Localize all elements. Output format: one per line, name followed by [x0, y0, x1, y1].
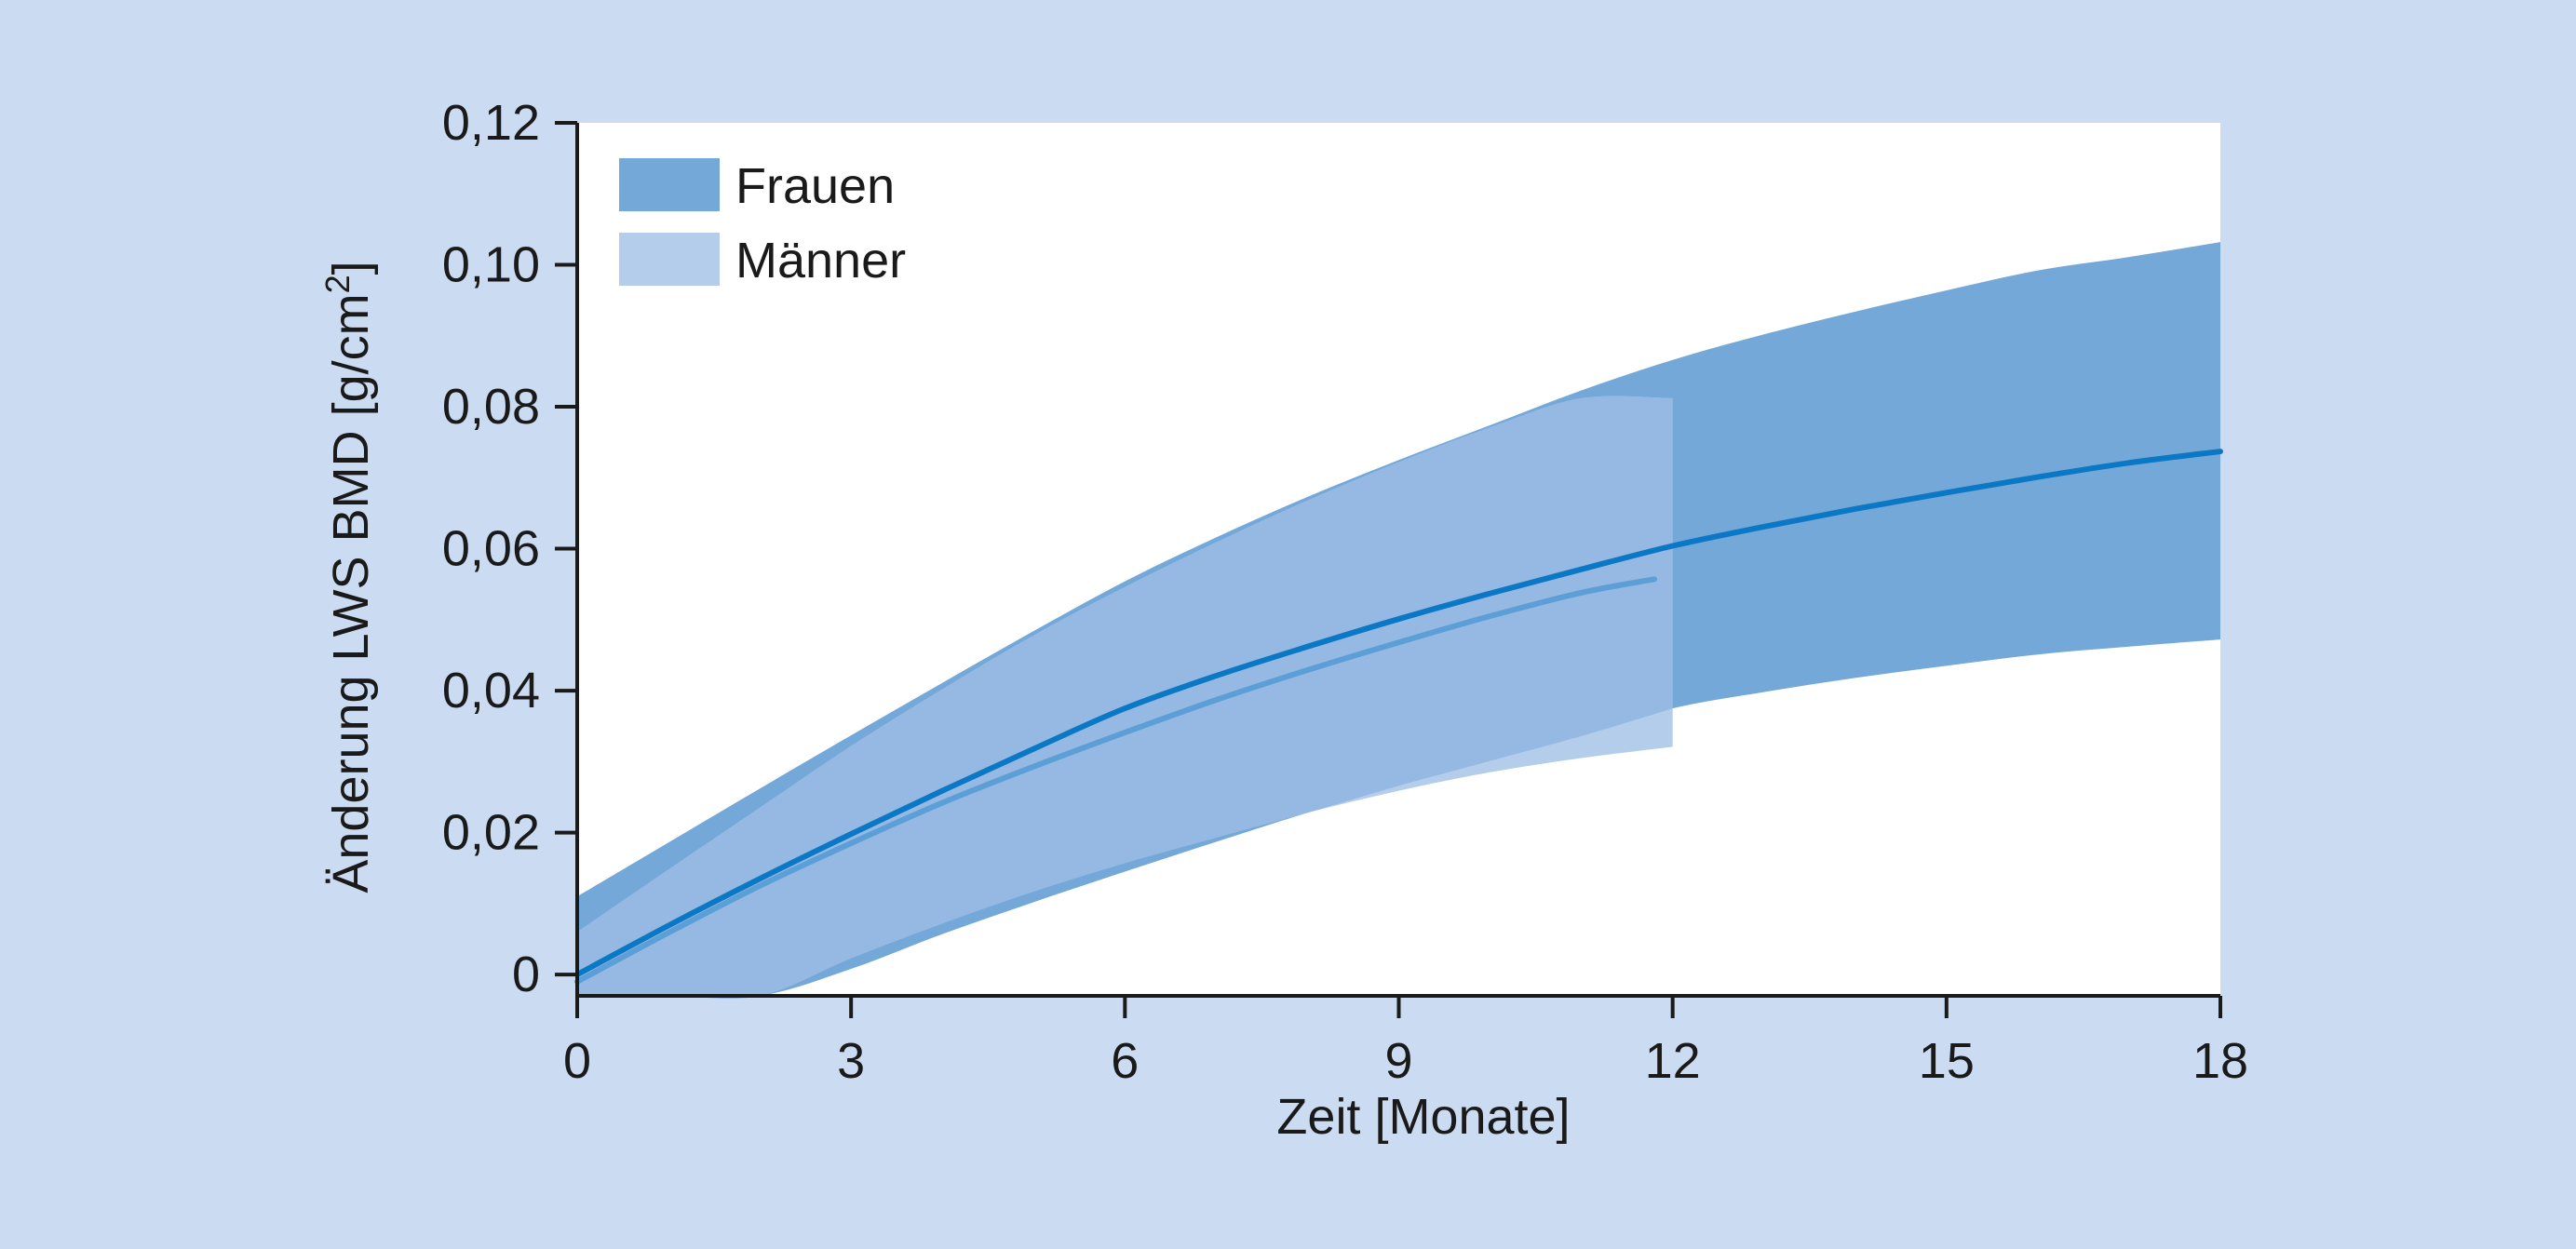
y-tick-label: 0,04 — [442, 663, 540, 719]
frauen-mean-line — [574, 449, 2223, 978]
x-tick-label: 6 — [1111, 1033, 1139, 1089]
y-axis-title-superscript: 2 — [318, 275, 357, 293]
x-tick-label: 9 — [1384, 1033, 1412, 1089]
legend-swatch-frauen — [619, 158, 720, 211]
legend-swatch-maenner — [619, 233, 720, 286]
legend: Frauen Männer — [619, 158, 906, 289]
y-axis-title: Änderung LWS BMD [g/cm2] — [318, 261, 379, 893]
legend-label-frauen: Frauen — [735, 158, 895, 214]
x-tick-label: 15 — [1919, 1033, 1975, 1089]
y-tick-label: 0 — [512, 947, 540, 1002]
maenner-mean-line — [574, 576, 1658, 985]
y-tick-label: 0,08 — [442, 379, 540, 435]
x-tick-label: 3 — [837, 1033, 865, 1089]
y-axis-ticks: 0 0,02 0,04 0,06 0,08 0,10 0,12 — [442, 95, 577, 1002]
y-tick-label: 0,12 — [442, 95, 540, 151]
x-axis-ticks: 0 3 6 9 12 15 18 — [563, 996, 2248, 1089]
x-tick-label: 12 — [1645, 1033, 1701, 1089]
y-tick-label: 0,06 — [442, 521, 540, 577]
y-axis-title-main: Änderung LWS BMD [g/cm — [323, 293, 379, 893]
y-tick-label: 0,10 — [442, 237, 540, 293]
y-tick-label: 0,02 — [442, 805, 540, 861]
x-tick-label: 18 — [2192, 1033, 2248, 1089]
x-axis-title: Zeit [Monate] — [1276, 1089, 1570, 1145]
y-axis-title-end: ] — [323, 261, 379, 275]
legend-label-maenner: Männer — [735, 233, 906, 289]
overlap-confidence-band — [577, 396, 1673, 999]
x-tick-label: 0 — [563, 1033, 591, 1089]
